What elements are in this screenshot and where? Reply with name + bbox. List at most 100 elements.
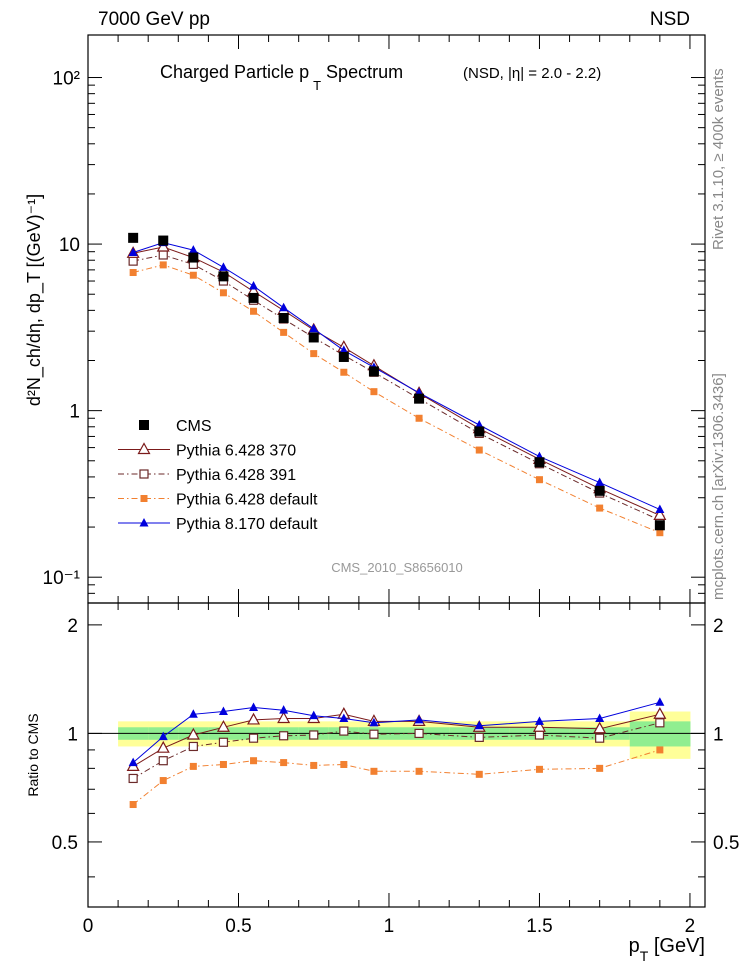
- legend: CMS Pythia 6.428 370 Pythia 6.428 391 Pythi…: [118, 418, 318, 533]
- main-point-pythia-8-170-default: [474, 419, 484, 429]
- ratio-point-pythia-8-170-default: [474, 720, 484, 730]
- main-point-cms: [248, 292, 259, 303]
- main-ylabel: d²N_ch/dη, dp_T [(GeV)⁻¹]: [24, 194, 45, 406]
- source-label: mcplots.cern.ch [arXiv:1306.3436]: [710, 373, 727, 600]
- main-point-cms: [218, 271, 229, 282]
- main-point-cms: [594, 485, 605, 496]
- main-point-cms: [308, 332, 319, 343]
- main-line-pythia-6-428-default: [132, 264, 661, 534]
- ratio-ytick-label-right: 2: [713, 616, 724, 637]
- xtick-label: 1: [384, 916, 395, 937]
- ratio-ylabel: Ratio to CMS: [25, 713, 41, 796]
- ratio-point-pythia-6-428-391: [128, 773, 138, 784]
- main-point-pythia-8-170-default: [279, 302, 289, 312]
- ratio-point-pythia-6-428-370: [653, 707, 667, 719]
- ratio-point-pythia-8-170-default: [279, 705, 289, 714]
- main-point-pythia-6-428-default: [189, 271, 197, 279]
- main-point-cms: [654, 520, 665, 531]
- ratio-point-pythia-6-428-391: [339, 726, 349, 736]
- ratio-point-pythia-6-428-391: [474, 732, 484, 742]
- ratio-line-pythia-6-428-default: [132, 749, 661, 805]
- ratio-point-pythia-6-428-391: [279, 731, 289, 741]
- ratio-point-pythia-6-428-370: [277, 711, 291, 724]
- ratio-point-pythia-6-428-391: [414, 728, 424, 739]
- ratio-line-pythia-6-428-391: [132, 722, 661, 779]
- legend-marker-pythia-8-170-default: [139, 518, 149, 527]
- main-point-pythia-8-170-default: [128, 247, 138, 257]
- chart-title: Charged Particle pT Spectrum: [160, 62, 403, 93]
- ratio-ytick-label: 1: [67, 724, 78, 745]
- legend-label-pythia-6-428-370: Pythia 6.428 370: [176, 443, 296, 460]
- main-point-pythia-8-170-default: [309, 323, 319, 333]
- main-point-cms: [534, 457, 545, 468]
- main-point-pythia-6-428-default: [596, 504, 604, 512]
- main-ytick-label: 1: [69, 402, 80, 423]
- ratio-point-pythia-8-170-default: [369, 717, 379, 727]
- chart-subtitle: (NSD, |η| = 2.0 - 2.2): [463, 65, 601, 82]
- main-point-pythia-6-428-default: [129, 269, 137, 277]
- main-point-pythia-6-428-default: [159, 261, 167, 269]
- ratio-point-pythia-6-428-default: [535, 765, 543, 773]
- ratio-point-pythia-6-428-391: [655, 718, 665, 728]
- ratio-point-pythia-8-170-default: [534, 716, 544, 725]
- main-point-pythia-8-170-default: [339, 345, 349, 354]
- legend-marker-pythia-6-428-391: [139, 469, 149, 479]
- ratio-point-pythia-6-428-391: [188, 741, 198, 752]
- main-point-cms: [278, 312, 289, 323]
- ratio-line-pythia-6-428-370: [132, 713, 661, 767]
- main-point-pythia-6-428-default: [415, 414, 423, 422]
- main-point-pythia-6-428-default: [656, 529, 664, 537]
- main-point-pythia-6-428-default: [280, 328, 288, 336]
- main-point-pythia-6-428-default: [535, 476, 543, 484]
- ratio-point-pythia-6-428-370: [532, 720, 546, 732]
- xtick-label: 2: [685, 916, 696, 937]
- ratio-ytick-label-right: 0.5: [713, 833, 739, 854]
- ratio-point-pythia-8-170-default: [339, 713, 349, 722]
- main-ytick-label: 10²: [53, 69, 80, 90]
- main-point-cms: [188, 252, 199, 263]
- ratio-point-pythia-6-428-default: [250, 757, 258, 765]
- main-point-pythia-8-170-default: [218, 262, 228, 271]
- main-point-pythia-8-170-default: [188, 245, 198, 254]
- ratio-point-pythia-6-428-default: [340, 760, 348, 768]
- ratio-point-pythia-8-170-default: [655, 697, 665, 706]
- legend-label-cms: CMS: [176, 418, 212, 435]
- rivet-label: Rivet 3.1.10, ≥ 400k events: [710, 68, 727, 250]
- ratio-point-pythia-8-170-default: [218, 706, 228, 716]
- main-point-cms: [158, 235, 169, 246]
- main-point-pythia-6-428-default: [340, 368, 348, 376]
- xlabel: pT [GeV]: [629, 935, 705, 964]
- main-point-cms: [368, 366, 379, 377]
- ratio-point-pythia-6-428-391: [369, 729, 379, 739]
- main-point-cms: [338, 351, 349, 362]
- header-right: NSD: [650, 9, 690, 30]
- ratio-point-pythia-6-428-370: [593, 721, 607, 734]
- ratio-point-pythia-6-428-391: [218, 737, 229, 747]
- ratio-point-pythia-6-428-default: [415, 767, 423, 775]
- ratio-line-pythia-8-170-default: [132, 701, 661, 763]
- ratio-point-pythia-6-428-370: [216, 720, 230, 732]
- main-point-pythia-8-170-default: [595, 477, 605, 487]
- xtick-label: 1.5: [526, 916, 552, 937]
- ratio-point-pythia-6-428-391: [534, 730, 545, 740]
- ratio-point-pythia-6-428-391: [248, 733, 259, 743]
- ratio-point-pythia-6-428-default: [310, 761, 318, 769]
- ratio-point-pythia-6-428-391: [309, 730, 319, 740]
- ratio-point-pythia-8-170-default: [188, 709, 198, 718]
- ratio-ytick-label-right: 1: [713, 724, 724, 745]
- legend-label-pythia-6-428-391: Pythia 6.428 391: [176, 467, 296, 484]
- xtick-label: 0.5: [225, 916, 251, 937]
- main-point-cms: [414, 393, 425, 404]
- ratio-point-pythia-6-428-default: [129, 801, 137, 809]
- ratio-point-pythia-6-428-default: [189, 762, 197, 770]
- ratio-point-pythia-6-428-391: [595, 733, 605, 743]
- ratio-point-pythia-8-170-default: [595, 713, 605, 722]
- ratio-point-pythia-6-428-default: [475, 770, 483, 778]
- main-point-pythia-6-428-391: [128, 256, 138, 266]
- ratio-point-pythia-8-170-default: [414, 714, 424, 724]
- legend-marker-pythia-6-428-370: [137, 442, 151, 455]
- header-left: 7000 GeV pp: [98, 9, 210, 30]
- main-ytick-label: 10: [59, 235, 80, 256]
- ratio-frame: [87, 602, 706, 908]
- ratio-ytick-label: 0.5: [52, 833, 78, 854]
